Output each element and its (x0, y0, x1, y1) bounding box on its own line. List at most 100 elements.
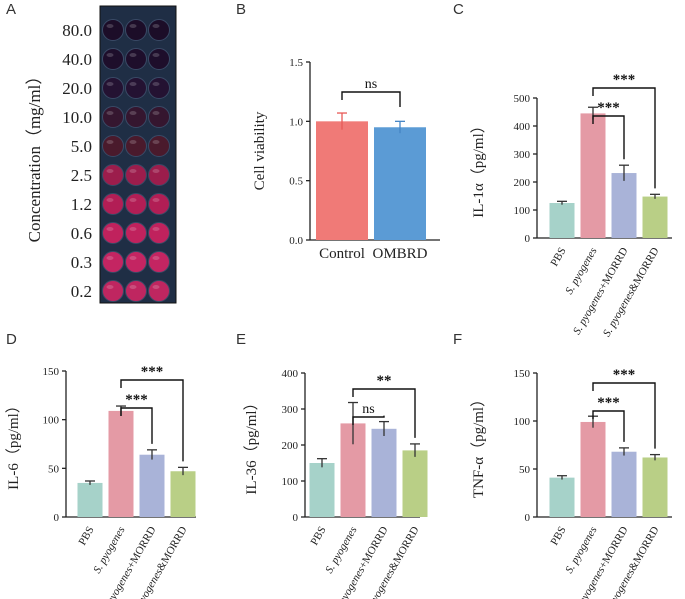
y-tick-label: 0 (54, 512, 60, 524)
well (102, 19, 124, 41)
concentration-label: 1.2 (71, 195, 92, 214)
y-tick-label: 150 (514, 368, 531, 380)
well-highlight (129, 53, 137, 57)
well-highlight (106, 53, 114, 57)
bar (549, 203, 575, 238)
well (102, 135, 124, 157)
well (148, 48, 170, 70)
significance-label: *** (613, 367, 636, 383)
y-tick-label: 400 (514, 121, 531, 133)
concentration-label: 40.0 (62, 50, 92, 69)
significance-bracket (120, 407, 153, 444)
well-highlight (106, 256, 114, 260)
well-highlight (106, 198, 114, 202)
y-tick-label: 100 (514, 205, 531, 217)
bar (580, 421, 606, 517)
y-tick-label: 1.5 (289, 57, 303, 69)
significance-label: *** (613, 72, 636, 88)
panel-letter-c: C (453, 1, 464, 18)
panel-a-ylabel: Concentration（mg/ml） (25, 68, 44, 243)
y-axis-label: IL-36（pg/ml） (243, 395, 260, 494)
significance-label: *** (125, 392, 148, 408)
well (102, 164, 124, 186)
y-axis-label: IL-6（pg/ml） (5, 398, 22, 490)
category-label: OMBRD (372, 246, 427, 262)
well-highlight (129, 198, 137, 202)
significance-label: ns (362, 402, 374, 417)
well-highlight (152, 111, 160, 115)
well (125, 280, 147, 302)
significance-label: *** (141, 364, 164, 380)
well (102, 77, 124, 99)
bar (611, 451, 637, 517)
significance-label: ns (365, 77, 377, 92)
well (102, 222, 124, 244)
well (102, 106, 124, 128)
well (102, 280, 124, 302)
y-tick-label: 100 (514, 416, 531, 428)
y-tick-label: 50 (48, 463, 60, 475)
concentration-label: 0.2 (71, 282, 92, 301)
bar (371, 428, 397, 517)
concentration-label: 0.6 (71, 224, 92, 243)
y-tick-label: 0 (293, 512, 299, 524)
well-highlight (152, 285, 160, 289)
concentration-labels: 80.0 40.0 20.0 10.0 5.0 2.5 1.2 0.6 0.3 0.2 (62, 21, 92, 301)
well (102, 48, 124, 70)
concentration-label: 10.0 (62, 108, 92, 127)
bar (549, 477, 575, 517)
well (125, 106, 147, 128)
bar (170, 471, 196, 517)
well (148, 135, 170, 157)
well (102, 251, 124, 273)
bar (611, 173, 637, 238)
y-tick-label: 300 (514, 149, 531, 161)
panel-letter-f: F (453, 331, 462, 348)
y-tick-label: 0.0 (289, 235, 303, 247)
well-highlight (152, 256, 160, 260)
well-highlight (152, 198, 160, 202)
y-tick-label: 100 (43, 415, 60, 427)
y-tick-label: 0 (525, 512, 531, 524)
well (125, 77, 147, 99)
bar (642, 196, 668, 238)
well (125, 164, 147, 186)
concentration-label: 0.3 (71, 253, 92, 272)
significance-bracket (592, 115, 625, 160)
concentration-label: 2.5 (71, 166, 92, 185)
y-tick-label: 200 (282, 440, 299, 452)
y-tick-label: 1.0 (289, 116, 303, 128)
well-highlight (152, 82, 160, 86)
well (148, 251, 170, 273)
well (125, 193, 147, 215)
significance-label: *** (597, 395, 620, 411)
well-highlight (129, 24, 137, 28)
well-highlight (129, 285, 137, 289)
significance-bracket (592, 87, 656, 189)
y-tick-label: 300 (282, 404, 299, 416)
y-tick-label: 0 (525, 233, 531, 245)
category-label: PBS (548, 525, 568, 548)
well (125, 48, 147, 70)
wells (102, 19, 170, 302)
well-highlight (106, 111, 114, 115)
well-highlight (152, 227, 160, 231)
well (102, 193, 124, 215)
y-tick-label: 500 (514, 93, 531, 105)
y-tick-label: 200 (514, 177, 531, 189)
well-highlight (152, 53, 160, 57)
significance-label: *** (597, 100, 620, 116)
significance-bracket (120, 379, 184, 462)
category-label: PBS (548, 246, 568, 269)
well-highlight (106, 82, 114, 86)
well (125, 19, 147, 41)
bar (580, 113, 606, 238)
well-highlight (152, 169, 160, 173)
well-highlight (129, 169, 137, 173)
well (148, 106, 170, 128)
panel-letter-e: E (236, 331, 246, 348)
bar (108, 410, 134, 517)
